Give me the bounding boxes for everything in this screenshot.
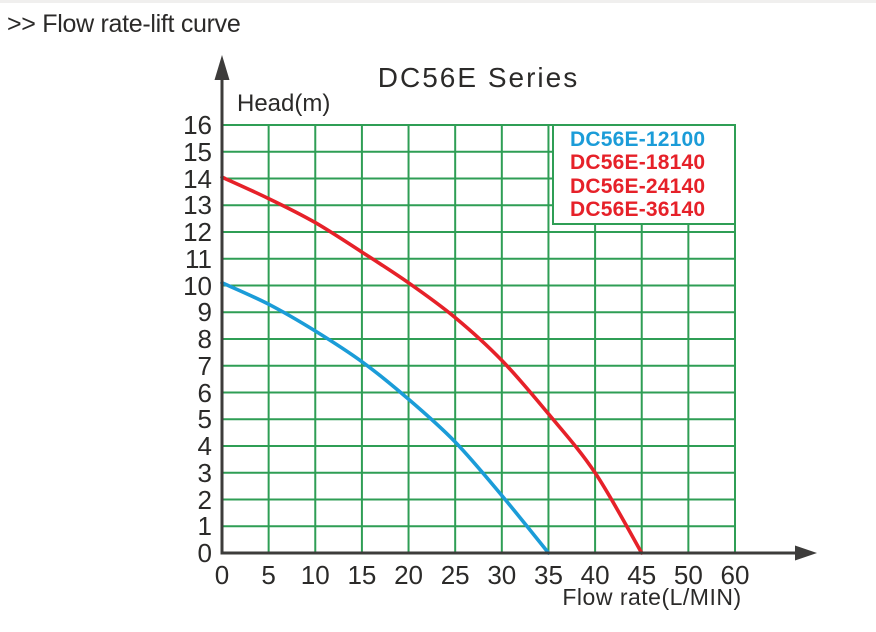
y-tick-label: 10 — [183, 270, 212, 301]
y-tick-label: 0 — [197, 538, 212, 568]
x-tick-label: 35 — [533, 560, 563, 590]
x-tick-label: 10 — [300, 560, 330, 590]
pump-curve — [220, 281, 551, 555]
pump-curve — [220, 175, 644, 555]
y-axis-arrowhead — [214, 55, 230, 80]
legend-item: DC56E-12100 — [570, 127, 706, 151]
y-tick-label: 15 — [183, 136, 212, 167]
y-tick-label: 1 — [197, 511, 212, 542]
y-tick-label: 8 — [197, 324, 212, 354]
y-tick-label: 13 — [183, 190, 212, 221]
y-tick-label: 14 — [183, 163, 212, 194]
x-tick-label: 40 — [580, 560, 610, 590]
y-tick-label: 6 — [197, 377, 212, 408]
x-tick-label: 5 — [261, 560, 276, 590]
page-title: >> Flow rate-lift curve — [7, 10, 241, 38]
y-tick-label: 12 — [183, 217, 212, 247]
x-tick-label: 60 — [720, 560, 750, 590]
y-tick-label: 9 — [197, 297, 212, 328]
chart-title: DC56E Series — [377, 62, 580, 93]
y-axis-label: Head(m) — [237, 90, 331, 117]
y-tick-label: 3 — [197, 457, 212, 488]
legend-item: DC56E-36140 — [570, 198, 706, 222]
x-tick-label: 45 — [627, 560, 657, 590]
x-tick-label: 15 — [347, 560, 377, 590]
top-edge-strip — [0, 0, 876, 3]
legend-item: DC56E-18140 — [570, 151, 706, 175]
x-axis-arrowhead — [795, 545, 817, 561]
x-tick-label: 25 — [440, 560, 470, 590]
legend-item: DC56E-24140 — [570, 174, 706, 198]
y-tick-label: 11 — [185, 243, 212, 274]
y-tick-label: 4 — [197, 431, 212, 461]
x-tick-label: 0 — [214, 560, 230, 590]
x-axis-label: Flow rate(L/MIN) — [562, 584, 742, 610]
x-tick-label: 30 — [487, 560, 517, 590]
legend: DC56E-12100 DC56E-18140 DC56E-24140 DC56E-3… — [552, 124, 736, 225]
y-tick-label: 2 — [197, 484, 212, 515]
y-tick-label: 7 — [197, 350, 212, 381]
x-tick-label: 50 — [673, 560, 703, 590]
y-tick-label: 16 — [183, 110, 212, 140]
x-tick-label: 20 — [394, 560, 423, 590]
y-tick-label: 5 — [197, 404, 212, 435]
